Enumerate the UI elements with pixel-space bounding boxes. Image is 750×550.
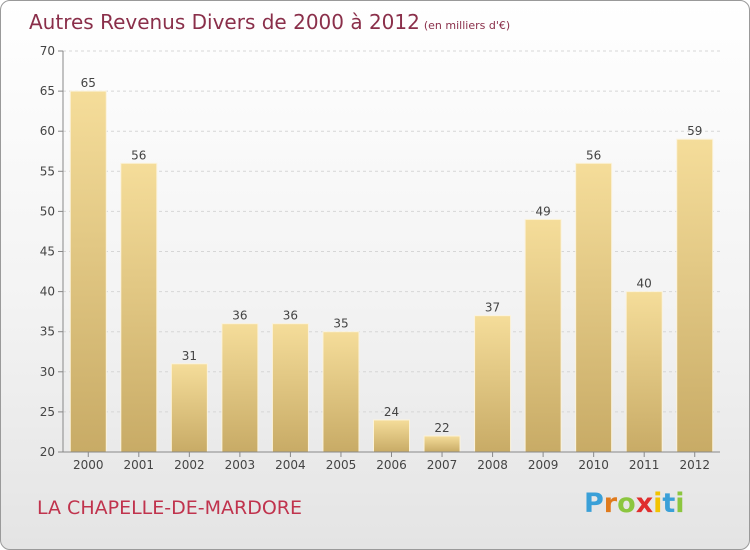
bar-value-label: 24 [384,405,399,419]
bar-2001 [120,162,158,453]
bar-2012 [676,138,714,453]
y-tick-label: 25 [40,405,55,419]
x-tick-label: 2010 [578,458,609,472]
y-tick-label: 40 [40,285,55,299]
bar-2007 [423,435,461,453]
x-tick-label: 2002 [174,458,205,472]
chart-title: Autres Revenus Divers de 2000 à 2012 (en … [29,10,510,34]
bar-2008 [474,315,512,453]
y-tick-label: 70 [40,44,55,58]
y-tick-label: 55 [40,164,55,178]
x-tick-label: 2009 [528,458,559,472]
y-tick-label: 35 [40,325,55,339]
y-tick-label: 20 [40,445,55,459]
y-tick-label: 45 [40,245,55,259]
x-tick-label: 2006 [376,458,407,472]
bar-2011 [625,291,663,453]
bar-value-label: 40 [637,277,652,291]
bar-value-label: 65 [81,76,96,90]
bar-value-label: 56 [131,148,146,162]
x-tick-label: 2001 [124,458,155,472]
bar-value-label: 59 [687,124,702,138]
x-tick-label: 2012 [679,458,710,472]
bar-value-label: 31 [182,349,197,363]
x-tick-label: 2011 [629,458,660,472]
x-axis: 2000 2001 2002 2003 2004 2005 2006 2007 2008 2009… [63,451,720,472]
x-tick-label: 2007 [427,458,458,472]
y-tick-label: 50 [40,204,55,218]
x-tick-label: 2008 [477,458,508,472]
bar-2002 [170,363,208,453]
x-tick-label: 2005 [326,458,357,472]
bar-value-label: 49 [535,204,550,218]
bars: 65 56 31 36 36 35 24 22 37 49 56 40 59 [69,76,714,453]
y-tick-label: 30 [40,365,55,379]
grid-lines [63,50,720,453]
bar-value-label: 36 [232,309,247,323]
bar-value-label: 37 [485,301,500,315]
place-name: LA CHAPELLE-DE-MARDORE [37,497,302,519]
y-axis: 20 25 30 35 40 45 50 55 60 65 70 [40,44,64,459]
logo-letter: o [617,488,636,519]
chart-title-text: Autres Revenus Divers de 2000 à 2012 [29,10,420,34]
logo-letter: i [675,488,685,519]
y-tick-label: 60 [40,124,55,138]
x-tick-label: 2003 [225,458,256,472]
bar-value-label: 35 [333,317,348,331]
bar-2004 [271,323,309,453]
bar-value-label: 56 [586,148,601,162]
logo-letter: t [662,488,676,519]
bar-2005 [322,331,360,453]
bar-2003 [221,323,259,453]
bar-2010 [575,162,613,453]
chart-unit: (en milliers d'€) [423,19,511,32]
logo-letter: x [635,488,654,519]
logo-letter: r [603,488,618,519]
bar-value-label: 36 [283,309,298,323]
bar-2006 [373,419,410,453]
y-tick-label: 65 [40,84,55,98]
x-tick-label: 2000 [73,458,104,472]
logo-letter: i [653,488,663,519]
bar-2000 [69,90,107,453]
proxiti-logo: Proxiti [584,488,685,519]
bar-2009 [524,218,562,453]
x-tick-label: 2004 [275,458,306,472]
bar-value-label: 22 [434,421,449,435]
logo-letter: P [584,488,604,519]
